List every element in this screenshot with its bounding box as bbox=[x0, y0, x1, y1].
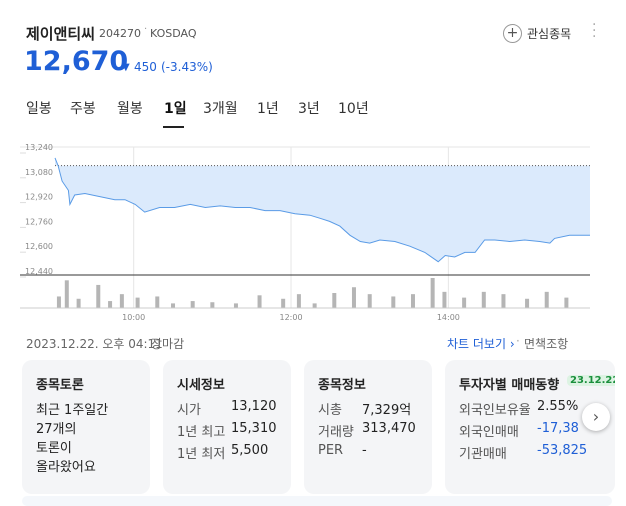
y-tick-label: 12,600 bbox=[25, 242, 53, 251]
card-text: 최근 1주일간 bbox=[36, 403, 109, 418]
volume-bar bbox=[257, 295, 262, 308]
row-value: 15,310 bbox=[231, 421, 277, 436]
price-line bbox=[54, 157, 590, 263]
change: 450 bbox=[134, 60, 157, 74]
watch-button[interactable]: 관심종목 bbox=[527, 27, 572, 41]
chart-more[interactable]: 차트 더보기 › bbox=[447, 337, 515, 351]
volume-bar bbox=[430, 278, 435, 308]
volume-bar bbox=[481, 291, 486, 308]
volume-bar bbox=[155, 296, 160, 308]
volume-bar bbox=[119, 294, 124, 308]
card-text: 27개의 bbox=[36, 422, 77, 437]
tab[interactable]: 3년 bbox=[298, 101, 320, 117]
card-title: 종목정보 bbox=[318, 378, 366, 393]
row-label: 거래량 bbox=[318, 425, 354, 440]
row-value: - bbox=[362, 443, 367, 458]
row-value: 313,470 bbox=[362, 421, 416, 436]
plus-icon[interactable]: + bbox=[503, 24, 522, 43]
tab[interactable]: 10년 bbox=[338, 101, 369, 117]
volume-bar bbox=[56, 296, 61, 308]
volume-bar bbox=[312, 303, 317, 308]
volume-bar bbox=[462, 297, 467, 308]
volume-bar bbox=[367, 294, 372, 308]
tab[interactable]: 3개월 bbox=[203, 101, 238, 117]
card-title: 종목토론 bbox=[36, 378, 84, 393]
volume-bar bbox=[190, 301, 195, 308]
volume-bar bbox=[281, 298, 286, 308]
volume-bar bbox=[64, 280, 69, 308]
volume-bar bbox=[525, 298, 530, 308]
row-label: 외국인매매 bbox=[459, 425, 519, 440]
x-tick-label: 12:00 bbox=[279, 313, 302, 322]
card-text: 토론이 bbox=[36, 441, 72, 456]
stock-name: 제이앤티씨 bbox=[26, 25, 96, 43]
row-label: 시총 bbox=[318, 403, 342, 418]
market-state: 장마감 bbox=[151, 337, 185, 351]
area bbox=[55, 157, 590, 262]
volume-bar bbox=[564, 297, 569, 308]
menu[interactable]: · · · bbox=[592, 17, 597, 45]
volume-bar bbox=[108, 301, 113, 308]
volume-bar bbox=[296, 294, 301, 308]
stock-code: 204270 bbox=[99, 27, 141, 40]
y-tick-label: 12,760 bbox=[25, 217, 53, 226]
tab[interactable]: 1일 bbox=[164, 101, 187, 117]
volume-bar bbox=[501, 294, 506, 308]
x-tick-label: 10:00 bbox=[122, 313, 145, 322]
x-tick-label: 14:00 bbox=[437, 313, 460, 322]
row-value: -53,825 bbox=[537, 443, 588, 458]
volume-bar bbox=[410, 294, 415, 308]
current-price: 12,670 bbox=[24, 46, 129, 77]
change-pct: (-3.43%) bbox=[161, 60, 213, 74]
disclaimer[interactable]: 면책조항 bbox=[524, 337, 569, 351]
y-tick-label: 12,440 bbox=[25, 267, 53, 276]
row-value: 7,329억 bbox=[362, 403, 412, 418]
y-tick-label: 13,080 bbox=[25, 168, 53, 177]
volume-bar bbox=[351, 287, 356, 308]
volume-bar bbox=[96, 284, 101, 308]
volume-bar bbox=[76, 298, 81, 308]
card-text: 올라왔어요 bbox=[36, 460, 96, 475]
row-label: 1년 최저 bbox=[177, 447, 226, 462]
card-title: 투자자별 매매동향 bbox=[459, 378, 560, 393]
next-button[interactable]: › bbox=[582, 403, 610, 431]
volume-bar bbox=[442, 291, 447, 308]
row-label: 시가 bbox=[177, 403, 201, 418]
volume-bar bbox=[233, 303, 238, 308]
volume-bar bbox=[210, 302, 215, 308]
chart: 13,240 13,080 12,920 12,760 12,600 12,440 10:0… bbox=[20, 143, 590, 322]
volume-bar bbox=[332, 293, 337, 308]
volume-bar bbox=[171, 303, 176, 308]
y-tick-label: 12,920 bbox=[25, 193, 53, 202]
row-label: 1년 최고 bbox=[177, 425, 226, 440]
row-label: PER bbox=[318, 443, 344, 458]
tab[interactable]: 일봉 bbox=[26, 101, 52, 117]
market: KOSDAQ bbox=[150, 27, 197, 40]
tab[interactable]: 주봉 bbox=[70, 101, 96, 117]
row-value: 5,500 bbox=[231, 443, 269, 458]
volume-bar bbox=[544, 291, 549, 308]
volume-bar bbox=[135, 297, 140, 308]
tab[interactable]: 월봉 bbox=[117, 101, 143, 117]
badge: 23.12.22 bbox=[567, 375, 615, 386]
card-title: 시세정보 bbox=[177, 378, 225, 393]
row-value: -17,38 bbox=[537, 421, 579, 436]
volume-bar bbox=[391, 296, 396, 308]
y-tick-label: 13,240 bbox=[25, 143, 53, 152]
row-value: 13,120 bbox=[231, 399, 277, 414]
row-label: 외국인보유율 bbox=[459, 403, 531, 418]
row-value: 2.55% bbox=[537, 399, 579, 414]
tab[interactable]: 1년 bbox=[257, 101, 279, 117]
row-label: 기관매매 bbox=[459, 447, 507, 462]
datetime: 2023.12.22. 오후 04:11 bbox=[26, 337, 163, 351]
tab-underline bbox=[163, 126, 184, 128]
